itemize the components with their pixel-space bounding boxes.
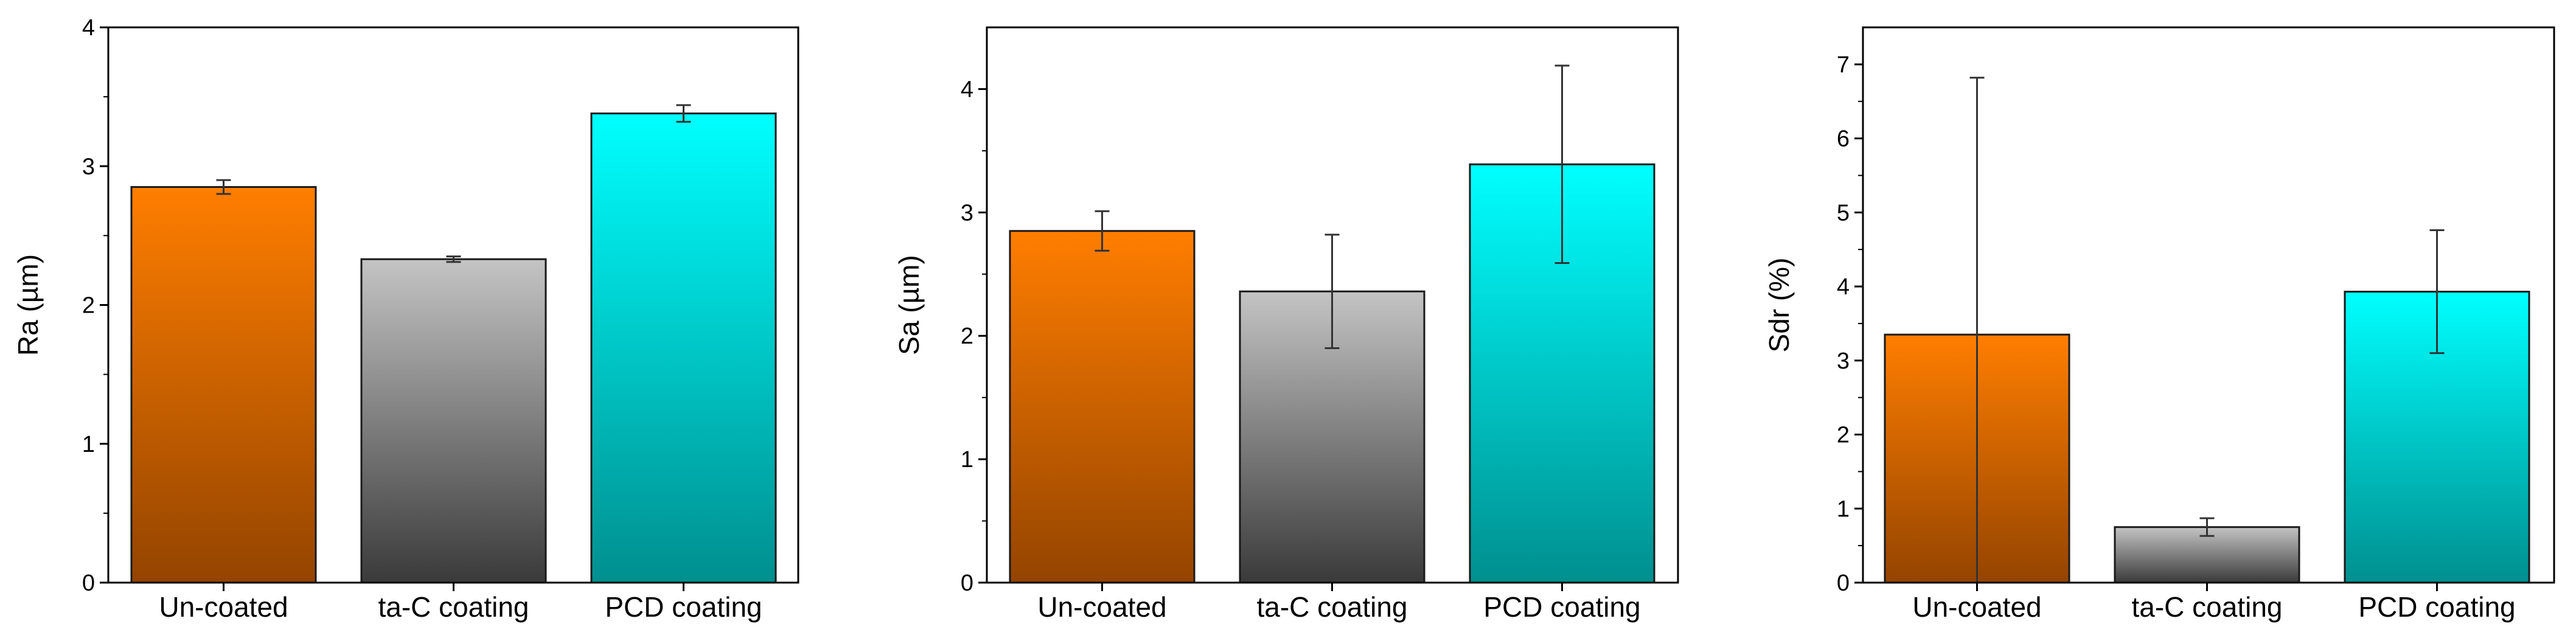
y-tick-label: 4 [1837, 274, 1850, 300]
plot-frame [1862, 26, 2555, 584]
error-bars-group [1969, 77, 2445, 584]
x-category-label: PCD coating [605, 591, 762, 623]
y-axis-title: Sdr (%) [1763, 258, 1795, 353]
y-tick-label: 4 [961, 77, 973, 102]
error-bars-group [1095, 64, 1570, 350]
x-category-label: Un-coated [1912, 591, 2041, 623]
y-tick-label: 3 [1837, 348, 1850, 374]
y-axis-title: Sa (µm) [893, 255, 925, 355]
x-category-label: Un-coated [1037, 591, 1166, 623]
ra-chart-panel: Ra (µm) Un-coated ta-C coating PCD coati… [12, 15, 799, 623]
x-category-label: ta-C coating [378, 591, 529, 623]
y-axis-title: Ra (µm) [12, 254, 44, 356]
y-tick-label: 6 [1837, 126, 1850, 152]
y-tick-label: 0 [82, 570, 95, 596]
y-ticks-group [978, 88, 987, 584]
y-tick-label: 2 [961, 324, 973, 349]
y-tick-label: 1 [961, 447, 973, 473]
x-category-label: PCD coating [1483, 591, 1640, 623]
bars-group [1009, 163, 1655, 584]
sa-chart-panel: Sa (µm) Un-coated ta-C coating PCD coati… [893, 26, 1679, 623]
y-tick-label: 7 [1837, 52, 1850, 78]
bars-group [1884, 291, 2530, 584]
bars-group [130, 113, 777, 584]
y-tick-label: 2 [1837, 423, 1850, 448]
y-ticks-group [100, 26, 108, 584]
x-category-label: PCD coating [2358, 591, 2515, 623]
y-tick-label: 1 [1837, 496, 1850, 522]
x-category-label: Un-coated [159, 591, 288, 623]
bar [590, 113, 777, 584]
y-tick-label: 3 [82, 154, 95, 179]
x-category-label: ta-C coating [1256, 591, 1407, 623]
x-ticks-group [1101, 583, 1563, 591]
sdr-chart-panel: Sdr (%) Un-coated ta-C coating PCD coati… [1763, 26, 2555, 623]
y-tick-label: 0 [1837, 570, 1850, 596]
bar [1009, 230, 1196, 584]
x-ticks-group [223, 583, 684, 591]
y-ticks-group [1854, 63, 1863, 584]
x-ticks-group [1976, 583, 2438, 591]
y-tick-label: 4 [82, 15, 95, 41]
y-tick-label: 2 [82, 293, 95, 319]
y-tick-label: 1 [82, 432, 95, 457]
error-bars-group [216, 104, 691, 263]
bar [360, 258, 547, 584]
y-tick-label: 3 [961, 200, 973, 226]
x-category-label: ta-C coating [2131, 591, 2282, 623]
bar [130, 185, 317, 584]
y-tick-label: 0 [961, 570, 973, 596]
y-tick-label: 5 [1837, 200, 1850, 226]
